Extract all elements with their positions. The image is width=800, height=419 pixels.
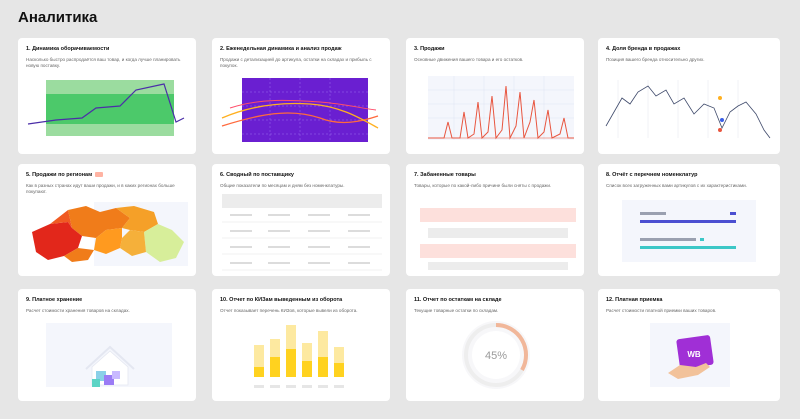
card-weekly-dynamics[interactable]: 2. Еженедельная динамика и анализ продаж… [212,38,390,154]
card-description: Как в разных странах идут ваши продажи, … [26,183,175,194]
card-warehouse-stock[interactable]: 11. Отчет по остаткам на складе Текущие … [406,289,584,401]
hand-icon [668,363,710,379]
card-title: 12. Платная приемка [606,297,663,303]
card-title-text: 5. Продажи по регионам [26,172,93,178]
card-title: 4. Доля бренда в продажах [606,46,681,52]
page-title: Аналитика [18,9,98,26]
nomenclature-illustration [622,200,756,262]
weekly-chart-illustration [221,78,379,142]
card-title: 5. Продажи по регионам [26,172,190,179]
card-sales-by-region[interactable]: 5. Продажи по регионам Как в разных стра… [18,164,196,276]
card-paid-storage[interactable]: 9. Платное хранение Расчет стоимости хра… [18,289,196,401]
house-icon [46,323,172,387]
card-description: Отчет показывает перечень КИЗов, которые… [220,308,358,313]
card-description: Позиция вашего бренда относительно други… [606,57,705,62]
card-title: 1. Динамика оборачиваемости [26,46,110,52]
card-description: Продажи с детализацией до артикула, оста… [220,57,372,68]
sales-chart-illustration [428,76,574,140]
card-description: Расчет стоимости платной приемки ваших т… [606,308,717,313]
summary-table-illustration [222,194,382,271]
card-supplier-summary[interactable]: 6. Сводный по поставщику Общие показател… [212,164,390,276]
stock-donut-illustration: 45% [462,321,530,389]
card-description: Список всех загруженных вами артикулов с… [606,183,747,188]
card-brand-share[interactable]: 4. Доля бренда в продажах Позиция вашего… [598,38,780,154]
acceptance-illustration: WB [650,323,730,387]
card-paid-acceptance[interactable]: 12. Платная приемка Расчет стоимости пла… [598,289,780,401]
card-description: Товары, которые по какой-либо причине бы… [414,183,552,188]
card-nomenclature-report[interactable]: 8. Отчёт с перечнем номенклатур Список в… [598,164,780,276]
banned-list-illustration [420,208,576,270]
brand-share-chart-illustration [605,80,771,139]
card-kiz-report[interactable]: 10. Отчет по КИЗам выведенным из оборота… [212,289,390,401]
card-title: 10. Отчет по КИЗам выведенным из оборота [220,297,343,303]
card-description: Текущие товарные остатки по складам. [414,308,499,313]
card-sales[interactable]: 3. Продажи Основные движения вашего това… [406,38,584,154]
wb-logo-icon: WB [676,335,714,369]
turnover-chart-illustration [27,80,185,136]
card-banned-products[interactable]: 7. Забаненные товары Товары, которые по … [406,164,584,276]
card-title: 9. Платное хранение [26,297,83,303]
card-title: 11. Отчет по остаткам на складе [414,297,502,303]
card-title: 6. Сводный по поставщику [220,172,294,178]
card-description: Насколько быстро распродаётся ваш товар,… [26,57,181,68]
card-description: Общие показатели по месяцам и дням без н… [220,183,345,188]
card-title: 2. Еженедельная динамика и анализ продаж [220,46,342,52]
card-turnover-dynamics[interactable]: 1. Динамика оборачиваемости Насколько бы… [18,38,196,154]
card-title: 7. Забаненные товары [414,172,476,178]
wb-logo-text: WB [687,350,701,359]
kiz-bars-illustration [254,325,344,388]
new-badge-icon [95,172,104,178]
card-description: Основные движения вашего товара и его ос… [414,57,524,62]
card-description: Расчет стоимости хранения товаров на скл… [26,308,130,313]
regions-map-illustration [32,202,188,266]
card-title: 8. Отчёт с перечнем номенклатур [606,172,698,178]
card-title: 3. Продажи [414,46,445,52]
stock-percent-label: 45% [485,350,507,362]
